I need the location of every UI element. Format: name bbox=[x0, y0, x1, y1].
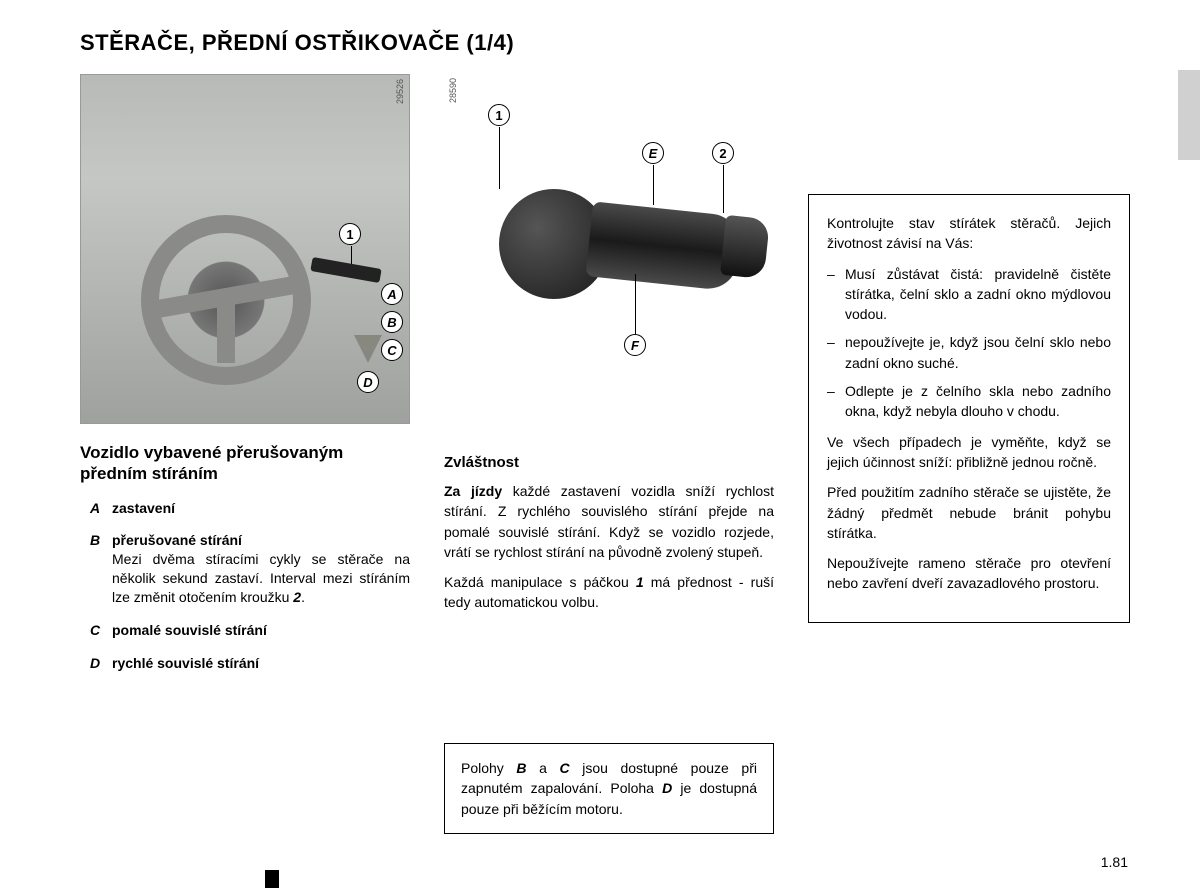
column-2: 28590 1 E 2 F Zvláštnost Za jízdy každé … bbox=[444, 74, 774, 844]
item-letter: C bbox=[80, 621, 112, 640]
mode-item-d: D rychlé souvislé stírání bbox=[80, 654, 410, 673]
item-letter: D bbox=[80, 654, 112, 673]
note-box-positions: Polohy B a C jsou dostupné pouze při zap… bbox=[444, 743, 774, 834]
item-label: zastavení bbox=[112, 500, 175, 516]
mode-item-c: C pomalé souvislé stírání bbox=[80, 621, 410, 640]
item-label: rychlé souvislé stírání bbox=[112, 655, 259, 671]
callout-f: F bbox=[624, 334, 646, 356]
lever-graphic bbox=[499, 189, 759, 299]
callout-e: E bbox=[642, 142, 664, 164]
wiper-stalk-graphic bbox=[310, 257, 381, 283]
figure-code: 28590 bbox=[448, 78, 458, 103]
column-3: Kontrolujte stav stírátek stěračů. Jejic… bbox=[808, 74, 1130, 844]
item-desc: Mezi dvěma stíracími cykly se stěrače na… bbox=[112, 550, 410, 607]
direction-arrow-icon bbox=[354, 335, 382, 363]
callout-a: A bbox=[381, 283, 403, 305]
page-number: 1.81 bbox=[1101, 854, 1128, 870]
item-letter: B bbox=[80, 531, 112, 607]
callout-1: 1 bbox=[339, 223, 361, 245]
section2-heading: Zvláštnost bbox=[444, 454, 774, 471]
figure-code: 29526 bbox=[395, 79, 405, 104]
advice-intro: Kontrolujte stav stírátek stěračů. Jejic… bbox=[827, 213, 1111, 254]
figure-steering-wheel: 29526 1 A B C D bbox=[80, 74, 410, 424]
content-columns: 29526 1 A B C D Vozidlo vybavené přerušo… bbox=[80, 74, 1130, 844]
mode-item-a: A zastavení bbox=[80, 499, 410, 518]
figure-wiper-lever: 28590 1 E 2 F bbox=[444, 74, 774, 424]
mode-item-b: B přerušované stírání Mezi dvěma stírací… bbox=[80, 531, 410, 607]
advice-p3: Před použitím zadního stěrače se ujistět… bbox=[827, 482, 1111, 543]
callout-d: D bbox=[357, 371, 379, 393]
advice-bullets: –Musí zůstávat čistá: pravidelně čistěte… bbox=[827, 264, 1111, 422]
advice-bullet: –Musí zůstávat čistá: pravidelně čistěte… bbox=[827, 264, 1111, 325]
item-label: přerušované stírání bbox=[112, 531, 410, 550]
page-title: STĚRAČE, PŘEDNÍ OSTŘIKOVAČE (1/4) bbox=[80, 30, 1130, 56]
steering-wheel-graphic bbox=[141, 215, 311, 385]
item-letter: A bbox=[80, 499, 112, 518]
callout-c: C bbox=[381, 339, 403, 361]
section2-para1: Za jízdy každé zastavení vozidla sníží r… bbox=[444, 481, 774, 562]
advice-box: Kontrolujte stav stírátek stěračů. Jejic… bbox=[808, 194, 1130, 623]
advice-bullet: –Odlepte je z čelního skla nebo zadního … bbox=[827, 381, 1111, 422]
callout-b: B bbox=[381, 311, 403, 333]
column-1: 29526 1 A B C D Vozidlo vybavené přerušo… bbox=[80, 74, 410, 844]
advice-bullet: –nepoužívejte je, když jsou čelní sklo n… bbox=[827, 332, 1111, 373]
section1-heading: Vozidlo vybavené přerušovaným předním st… bbox=[80, 442, 410, 485]
item-label: pomalé souvislé stírání bbox=[112, 622, 267, 638]
advice-p4: Nepoužívejte rameno stěrače pro otevření… bbox=[827, 553, 1111, 594]
callout-2: 2 bbox=[712, 142, 734, 164]
callout-1b: 1 bbox=[488, 104, 510, 126]
manual-page: STĚRAČE, PŘEDNÍ OSTŘIKOVAČE (1/4) 29526 … bbox=[0, 0, 1200, 888]
section2-para2: Každá manipulace s páčkou 1 má přednost … bbox=[444, 572, 774, 613]
advice-p2: Ve všech případech je vyměňte, když se j… bbox=[827, 432, 1111, 473]
bottom-black-tab bbox=[265, 870, 279, 888]
